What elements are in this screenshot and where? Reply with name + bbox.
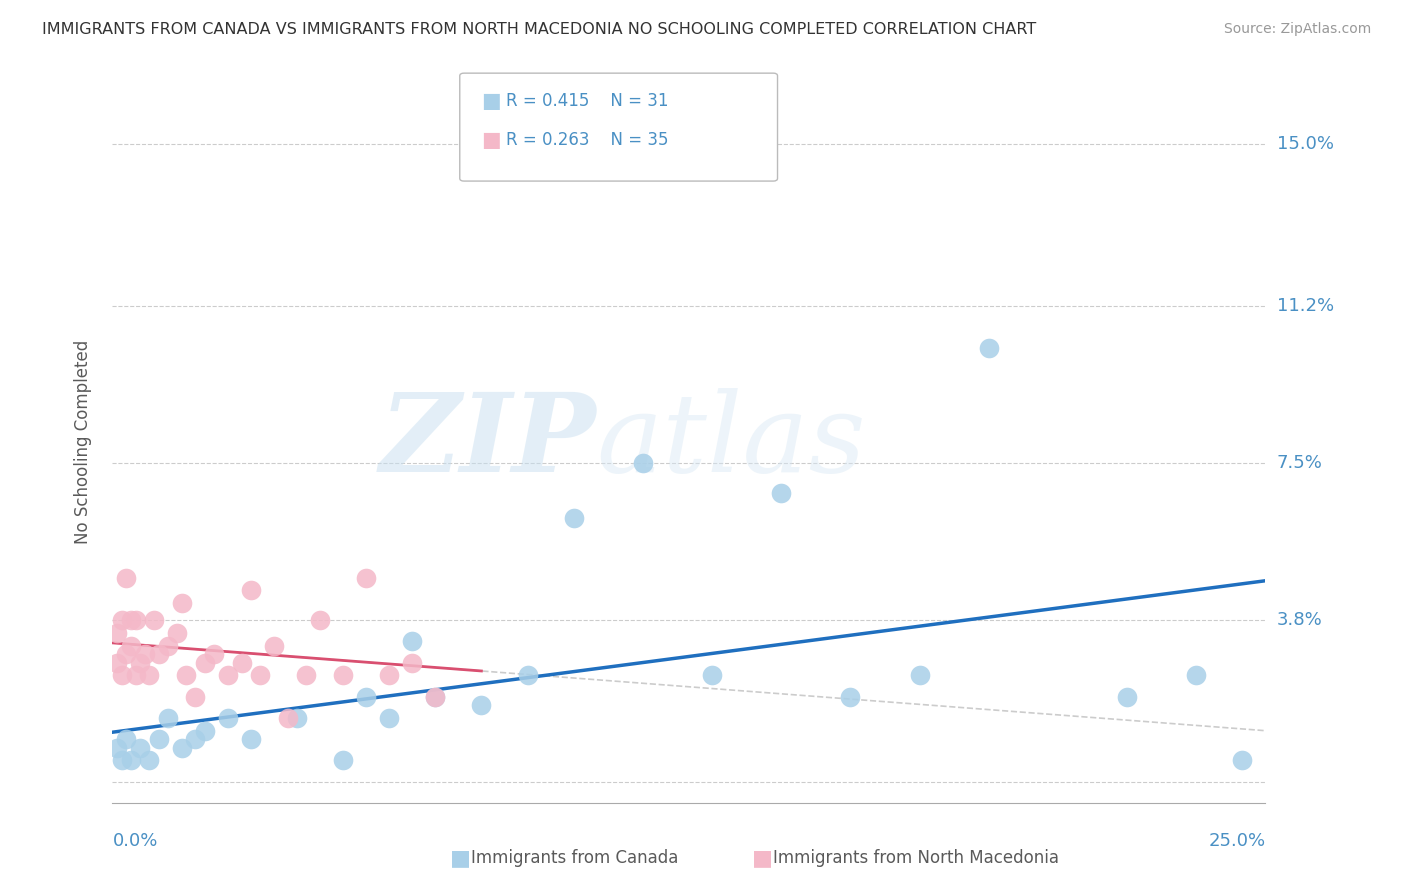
Point — [129, 740, 152, 755]
Text: Immigrants from Canada: Immigrants from Canada — [471, 849, 678, 867]
Text: ■: ■ — [481, 91, 501, 111]
Point — [105, 656, 128, 670]
Point — [332, 668, 354, 682]
Point — [401, 656, 423, 670]
Point — [277, 711, 299, 725]
Text: 7.5%: 7.5% — [1277, 454, 1323, 472]
Point — [138, 668, 160, 682]
Point — [170, 740, 193, 755]
Point — [174, 668, 197, 682]
Text: 15.0%: 15.0% — [1277, 135, 1333, 153]
Point — [111, 668, 134, 682]
Point — [156, 711, 179, 725]
Point — [166, 625, 188, 640]
Point — [378, 668, 401, 682]
Text: IMMIGRANTS FROM CANADA VS IMMIGRANTS FROM NORTH MACEDONIA NO SCHOOLING COMPLETED: IMMIGRANTS FROM CANADA VS IMMIGRANTS FRO… — [42, 22, 1036, 37]
Point — [194, 656, 217, 670]
Text: ZIP: ZIP — [380, 388, 596, 495]
Text: 0.0%: 0.0% — [112, 831, 157, 850]
Y-axis label: No Schooling Completed: No Schooling Completed — [73, 340, 91, 543]
Point — [111, 753, 134, 767]
Point — [194, 723, 217, 738]
Point — [120, 613, 142, 627]
Point — [425, 690, 447, 704]
Point — [124, 668, 146, 682]
Point — [156, 639, 179, 653]
Point — [105, 625, 128, 640]
Text: ■: ■ — [450, 848, 471, 868]
Point — [1116, 690, 1139, 704]
Point — [425, 690, 447, 704]
Point — [378, 711, 401, 725]
Point — [285, 711, 308, 725]
Point — [202, 647, 225, 661]
Text: 25.0%: 25.0% — [1208, 831, 1265, 850]
Point — [134, 647, 156, 661]
Point — [124, 613, 146, 627]
Point — [138, 753, 160, 767]
Point — [231, 656, 253, 670]
Point — [516, 668, 538, 682]
Point — [217, 711, 239, 725]
Point — [184, 690, 207, 704]
Point — [120, 639, 142, 653]
Point — [1185, 668, 1208, 682]
Point — [354, 570, 377, 584]
Point — [170, 596, 193, 610]
Point — [562, 511, 585, 525]
Point — [148, 647, 170, 661]
Text: ■: ■ — [752, 848, 773, 868]
Point — [332, 753, 354, 767]
Point — [217, 668, 239, 682]
Point — [115, 570, 138, 584]
Text: Immigrants from North Macedonia: Immigrants from North Macedonia — [773, 849, 1059, 867]
Point — [111, 613, 134, 627]
Point — [839, 690, 862, 704]
Text: ■: ■ — [481, 130, 501, 150]
Point — [977, 341, 1000, 355]
Text: atlas: atlas — [596, 388, 866, 495]
Point — [295, 668, 318, 682]
Point — [120, 753, 142, 767]
Point — [239, 732, 262, 747]
Point — [105, 740, 128, 755]
Point — [1232, 753, 1254, 767]
Point — [115, 732, 138, 747]
Point — [115, 647, 138, 661]
Point — [309, 613, 332, 627]
Text: 3.8%: 3.8% — [1277, 611, 1322, 629]
Point — [249, 668, 271, 682]
Text: R = 0.415    N = 31: R = 0.415 N = 31 — [506, 92, 669, 110]
Point — [470, 698, 492, 712]
Point — [148, 732, 170, 747]
Point — [184, 732, 207, 747]
Point — [354, 690, 377, 704]
Text: 11.2%: 11.2% — [1277, 296, 1334, 315]
Point — [129, 656, 152, 670]
Point — [700, 668, 723, 682]
Point — [143, 613, 166, 627]
Point — [631, 456, 654, 470]
Point — [401, 634, 423, 648]
Point — [908, 668, 931, 682]
Point — [239, 583, 262, 598]
Text: R = 0.263    N = 35: R = 0.263 N = 35 — [506, 131, 669, 149]
Text: Source: ZipAtlas.com: Source: ZipAtlas.com — [1223, 22, 1371, 37]
Point — [263, 639, 285, 653]
Point — [770, 485, 793, 500]
